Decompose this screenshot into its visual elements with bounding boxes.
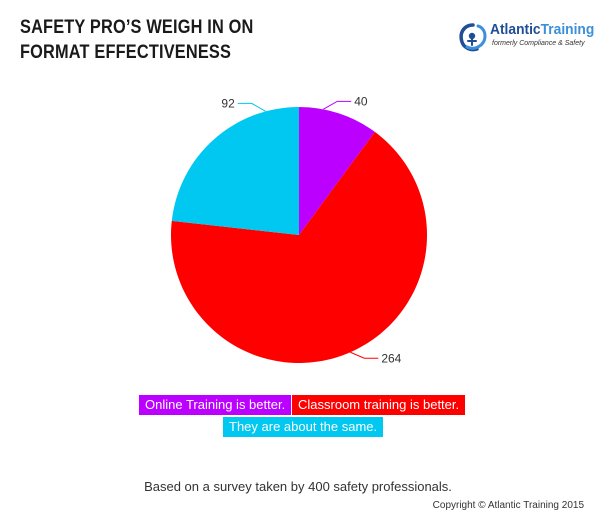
chart-title-line-1: SAFETY PRO’S WEIGH IN ON xyxy=(20,17,254,38)
logo-wordmark: AtlanticTraining xyxy=(490,21,594,38)
logo-word-training: Training xyxy=(540,21,595,38)
survey-footnote: Based on a survey taken by 400 safety pr… xyxy=(144,479,452,494)
pie-chart: 40 264 92 xyxy=(171,94,428,365)
pie-slice-classroom xyxy=(171,131,428,363)
chart-title: SAFETY PRO’S WEIGH IN ON FORMAT EFFECTIV… xyxy=(20,15,254,65)
copyright-notice: Copyright © Atlantic Training 2015 xyxy=(432,500,584,511)
legend-about-the-same: They are about the same. xyxy=(223,417,384,437)
pie-leader-line-1 xyxy=(350,351,379,359)
pie-value-label-same: 92 xyxy=(221,96,235,110)
atlantic-training-logo: AtlanticTraining formerly Compliance & S… xyxy=(458,21,594,53)
chart-title-line-2: FORMAT EFFECTIVENESS xyxy=(20,42,232,63)
legend-online-training: Online Training is better. xyxy=(139,395,292,415)
logo-swirl-icon xyxy=(459,23,487,52)
pie-value-label-online: 40 xyxy=(354,94,368,108)
legend-classroom-training: Classroom training is better. xyxy=(292,395,466,415)
pie-slice-same xyxy=(171,107,299,235)
pie-leader-line-0 xyxy=(322,100,352,110)
pie-leader-line-2 xyxy=(237,102,267,112)
logo-tagline: formerly Compliance & Safety xyxy=(492,40,585,47)
pie-slice-online xyxy=(299,107,375,235)
pie-value-label-classroom: 264 xyxy=(381,351,401,365)
logo-word-atlantic: Atlantic xyxy=(490,21,541,38)
